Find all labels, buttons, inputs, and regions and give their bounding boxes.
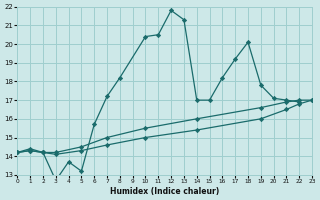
X-axis label: Humidex (Indice chaleur): Humidex (Indice chaleur) — [110, 187, 219, 196]
